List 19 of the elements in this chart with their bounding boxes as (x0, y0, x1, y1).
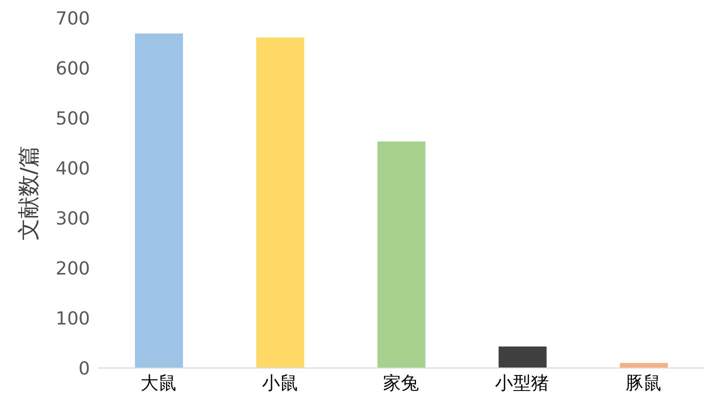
x-tick-label: 小鼠 (262, 372, 298, 394)
x-tick-label: 小型猪 (495, 372, 550, 394)
y-tick-label: 100 (56, 308, 90, 330)
bar (498, 346, 547, 368)
bar (377, 142, 426, 368)
y-tick-label: 700 (56, 8, 90, 30)
x-tick-label: 家兔 (383, 372, 419, 394)
bar (256, 38, 304, 368)
x-tick-label: 豚鼠 (625, 372, 662, 394)
bar (135, 34, 183, 368)
y-tick-label: 400 (56, 158, 90, 180)
y-axis-title: 文献数/篇 (16, 145, 42, 241)
y-tick-label: 600 (56, 58, 90, 80)
bar (620, 363, 668, 368)
x-tick-label: 大鼠 (140, 372, 177, 394)
y-tick-label: 300 (56, 208, 90, 230)
y-tick-label: 200 (56, 258, 90, 280)
y-tick-label: 0 (78, 358, 90, 380)
y-tick-label: 500 (56, 108, 90, 130)
